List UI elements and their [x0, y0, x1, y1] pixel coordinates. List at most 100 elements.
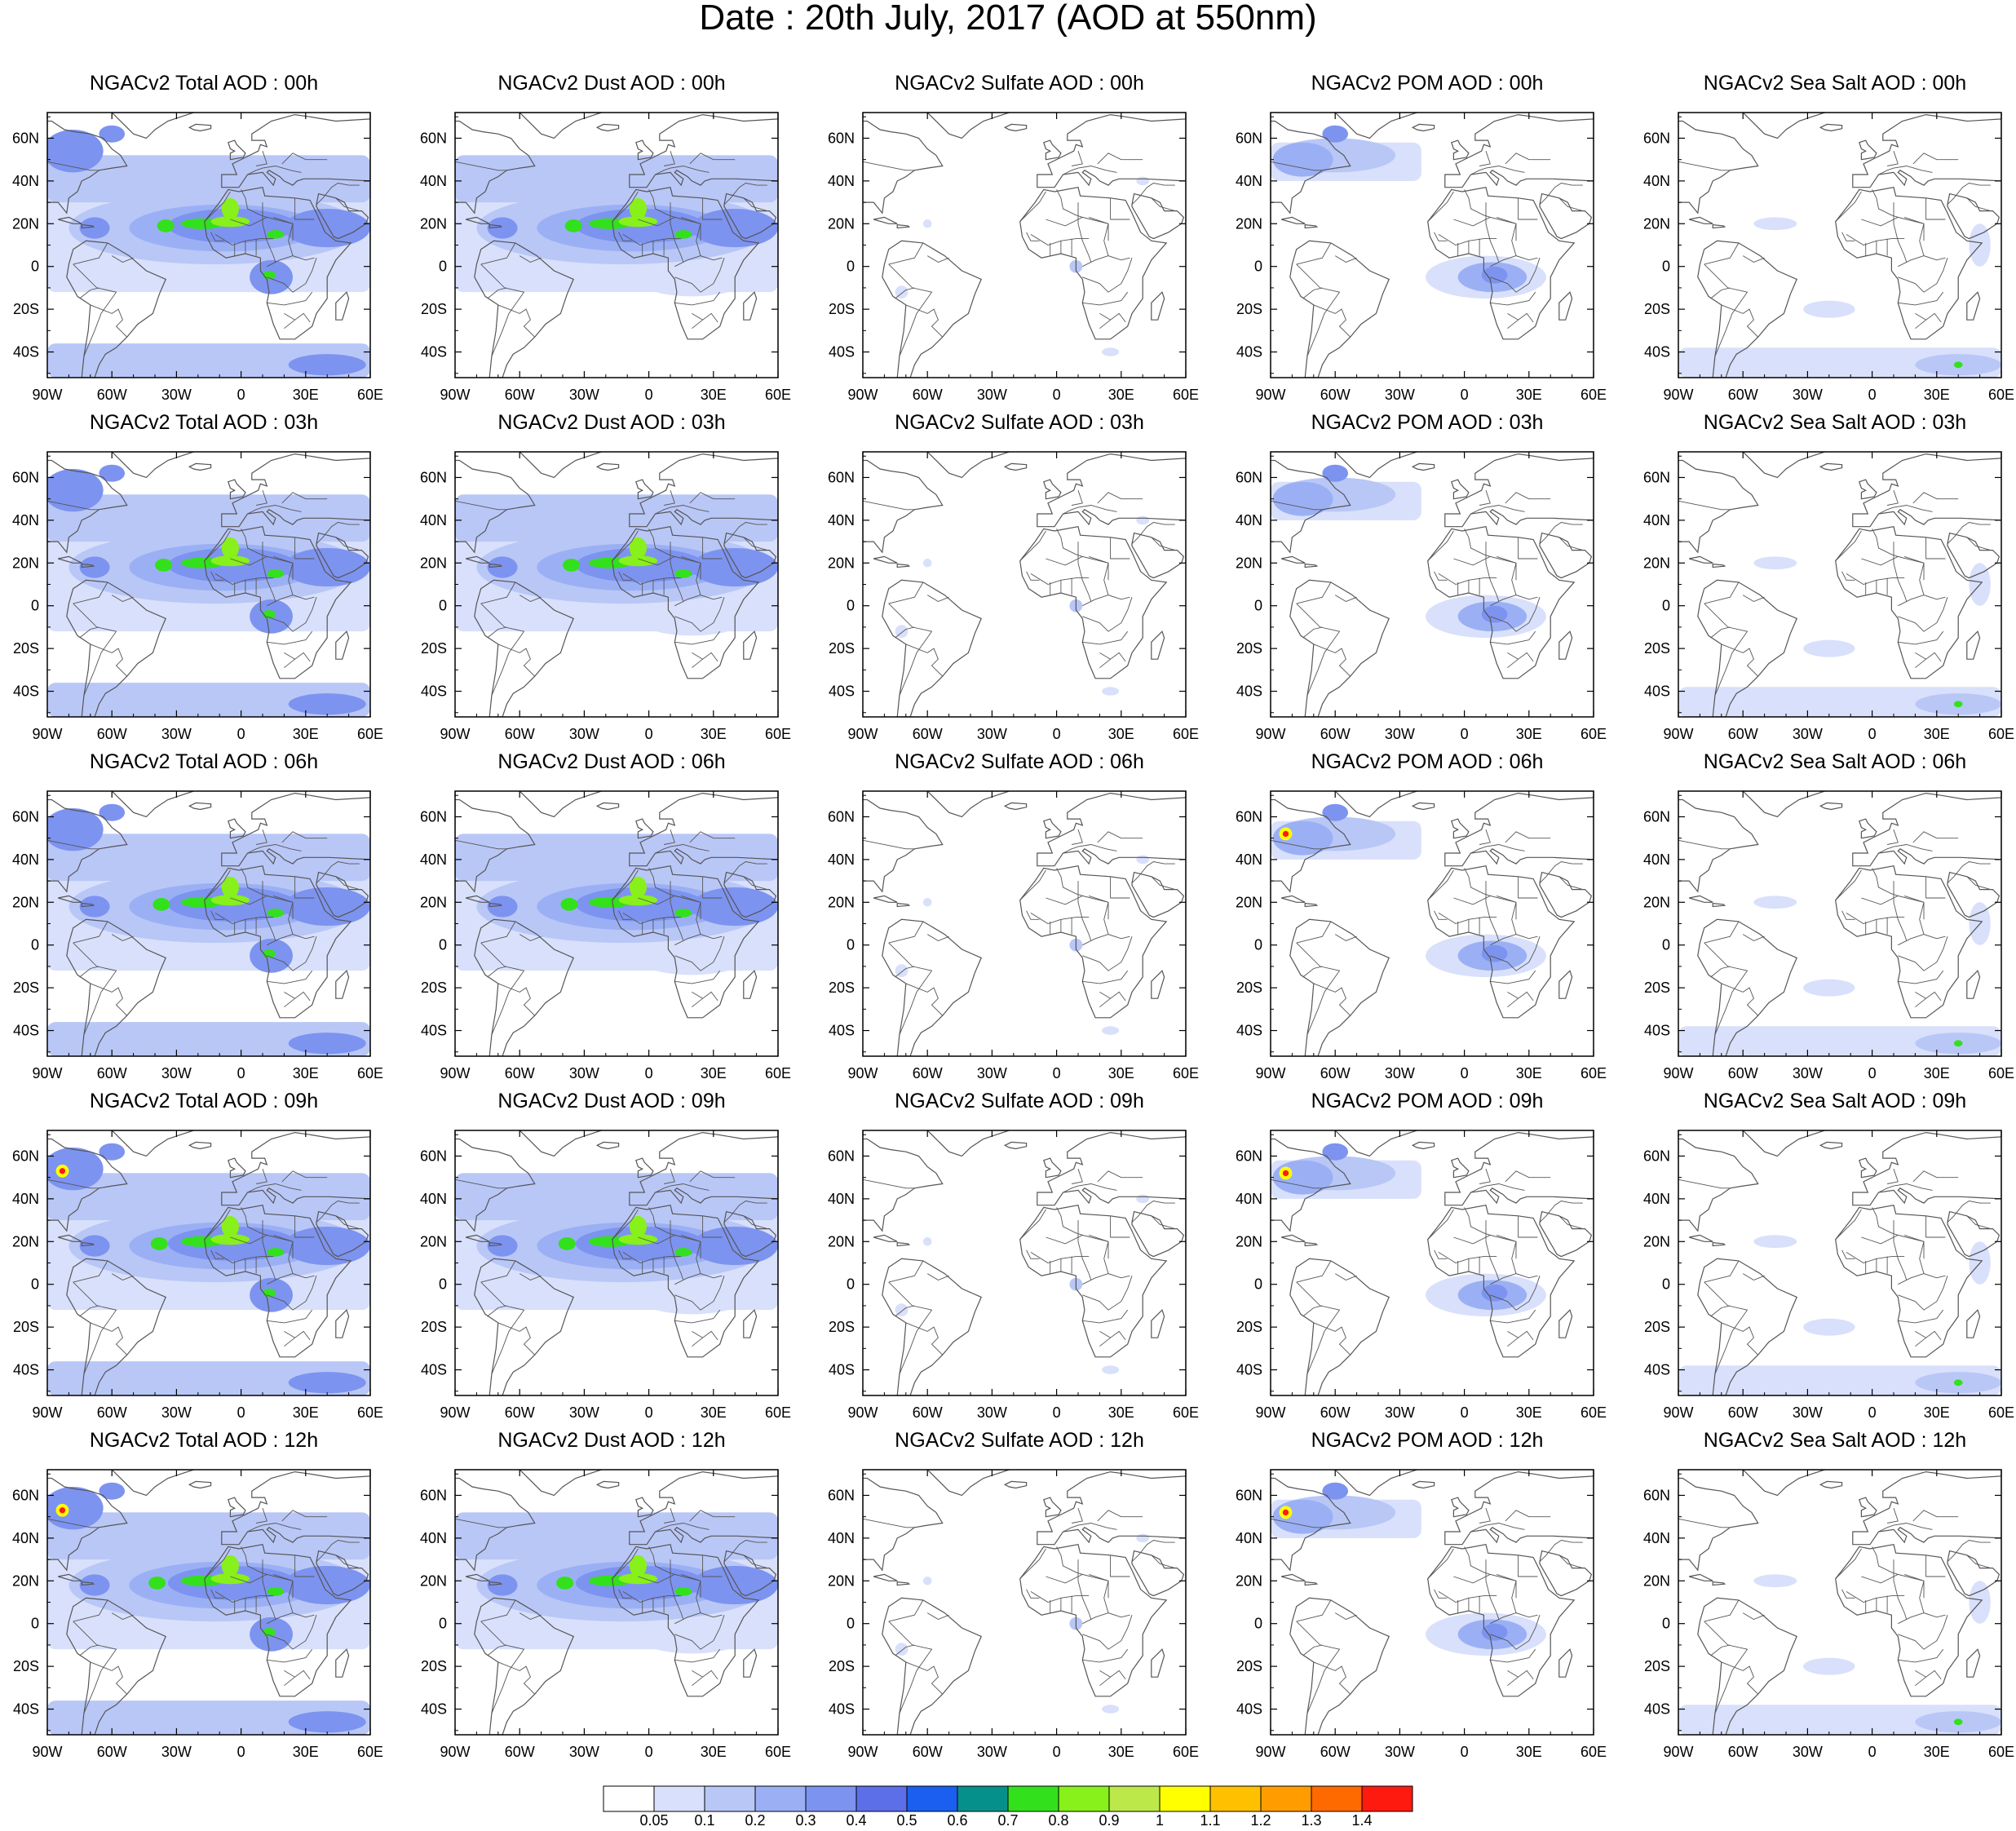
- country-border: [335, 197, 360, 212]
- aod-plume: [487, 896, 518, 918]
- country-border: [1887, 151, 1899, 166]
- y-tick-label: 20N: [420, 894, 447, 910]
- panel-title: NGACv2 POM AOD : 12h: [1311, 1429, 1544, 1452]
- colorbar-label: 1.4: [1351, 1812, 1372, 1826]
- coastline-arabia: [1539, 532, 1593, 579]
- y-tick-label: 20S: [1236, 1319, 1262, 1335]
- coastline-hispaniola: [1712, 902, 1726, 908]
- country-border: [1490, 597, 1541, 632]
- country-border: [1558, 1555, 1583, 1569]
- y-tick-label: 20S: [1236, 301, 1262, 317]
- aod-plume: [47, 1361, 370, 1395]
- y-tick-label: 20N: [12, 894, 39, 910]
- coastline-iceland: [1003, 1141, 1028, 1150]
- y-tick-label: 0: [31, 937, 39, 953]
- country-border: [1427, 530, 1454, 562]
- aod-plume: [288, 1711, 366, 1733]
- country-border: [1082, 597, 1133, 632]
- coastline-madagascar: [1151, 630, 1165, 660]
- aod-plume: [674, 569, 692, 578]
- coastline-iceland: [188, 802, 212, 811]
- country-border: [689, 831, 736, 843]
- x-tick-label: 30E: [701, 1404, 727, 1421]
- x-tick-label: 60W: [1320, 1404, 1351, 1421]
- coastline-greenland: [1742, 113, 1825, 139]
- coastline-samerica: [474, 579, 574, 717]
- y-tick-label: 60N: [828, 1148, 855, 1164]
- country-border: [1072, 490, 1083, 506]
- aod-plume: [1322, 125, 1349, 143]
- country-border: [1925, 1215, 1946, 1238]
- coastline-europe: [1444, 453, 1594, 528]
- aod-plume: [1953, 1040, 1963, 1047]
- country-border: [1887, 1169, 1899, 1184]
- colorbar-label: 1.1: [1200, 1812, 1220, 1826]
- aod-plume: [487, 217, 518, 239]
- coastline-samerica: [1289, 918, 1390, 1056]
- x-tick-label: 30W: [1385, 1065, 1415, 1081]
- country-border: [612, 1548, 639, 1580]
- x-tick-label: 0: [1868, 1404, 1877, 1421]
- coastline-greenland: [926, 1470, 1010, 1497]
- country-border: [267, 1612, 294, 1625]
- country-border: [1861, 1234, 1925, 1259]
- coastline-britain: [1451, 479, 1470, 500]
- y-tick-label: 40N: [1643, 512, 1670, 529]
- coastline-cuba: [58, 1573, 82, 1581]
- map-panel-sulfate-12h: NGACv2 Sulfate AOD : 12h 90W 60W 30W 0 30E 60E…: [816, 1429, 1223, 1771]
- aod-fill-layer: [1271, 803, 1546, 978]
- aod-plume: [638, 1280, 746, 1315]
- panel-title: NGACv2 Dust AOD : 03h: [497, 411, 726, 434]
- coastline-hispaniola: [489, 223, 503, 229]
- country-border: [1072, 1169, 1083, 1184]
- coastline-iceland: [595, 123, 620, 132]
- country-border: [1678, 161, 1731, 171]
- country-border: [1721, 304, 1759, 338]
- panel-title: NGACv2 POM AOD : 03h: [1311, 411, 1544, 434]
- aod-plume: [895, 625, 909, 639]
- colorbar-swatch: [1361, 1785, 1413, 1812]
- x-tick-label: 60E: [1988, 387, 2014, 403]
- coastline-layer: [47, 452, 370, 717]
- country-border: [1099, 991, 1126, 1002]
- country-border: [294, 1215, 315, 1238]
- panel-title: NGACv2 Dust AOD : 09h: [497, 1090, 726, 1112]
- coastline-namerica: [1678, 459, 1759, 554]
- country-border: [1841, 1589, 1855, 1599]
- colorbar-label: 0.8: [1048, 1812, 1068, 1826]
- colorbar-swatch: [754, 1785, 807, 1812]
- country-border: [723, 861, 767, 884]
- country-border: [1470, 1523, 1525, 1532]
- country-border: [905, 644, 944, 677]
- coastline-iceland: [1819, 462, 1843, 471]
- aod-plume: [455, 1173, 778, 1221]
- country-border: [1019, 1548, 1046, 1580]
- coastline-cuba: [1689, 216, 1713, 224]
- coastline-samerica: [474, 240, 574, 378]
- coastline-layer: [863, 791, 1186, 1056]
- coastline-britain: [1451, 1497, 1470, 1518]
- x-tick-label: 30E: [1924, 1744, 1950, 1760]
- country-border: [905, 304, 944, 338]
- coastline-hispaniola: [896, 1581, 911, 1586]
- country-border: [241, 529, 267, 557]
- country-border: [888, 603, 933, 696]
- coastline-arabia: [1131, 1210, 1185, 1258]
- country-border: [1947, 183, 1991, 206]
- x-tick-label: 30W: [569, 387, 599, 403]
- country-border: [281, 492, 328, 504]
- x-tick-label: 30E: [1516, 1404, 1542, 1421]
- x-tick-label: 60W: [97, 1065, 127, 1081]
- country-border: [674, 291, 721, 306]
- country-border: [241, 189, 267, 218]
- coastline-hispaniola: [489, 1241, 503, 1247]
- country-border: [888, 1621, 933, 1714]
- country-border: [1434, 232, 1448, 241]
- coastline-britain: [635, 139, 654, 161]
- aod-plume: [1136, 176, 1150, 186]
- y-tick-label: 60N: [1643, 1487, 1670, 1503]
- y-tick-label: 60N: [420, 469, 447, 485]
- country-border: [79, 626, 99, 639]
- country-border: [284, 658, 295, 669]
- country-border: [674, 1615, 725, 1650]
